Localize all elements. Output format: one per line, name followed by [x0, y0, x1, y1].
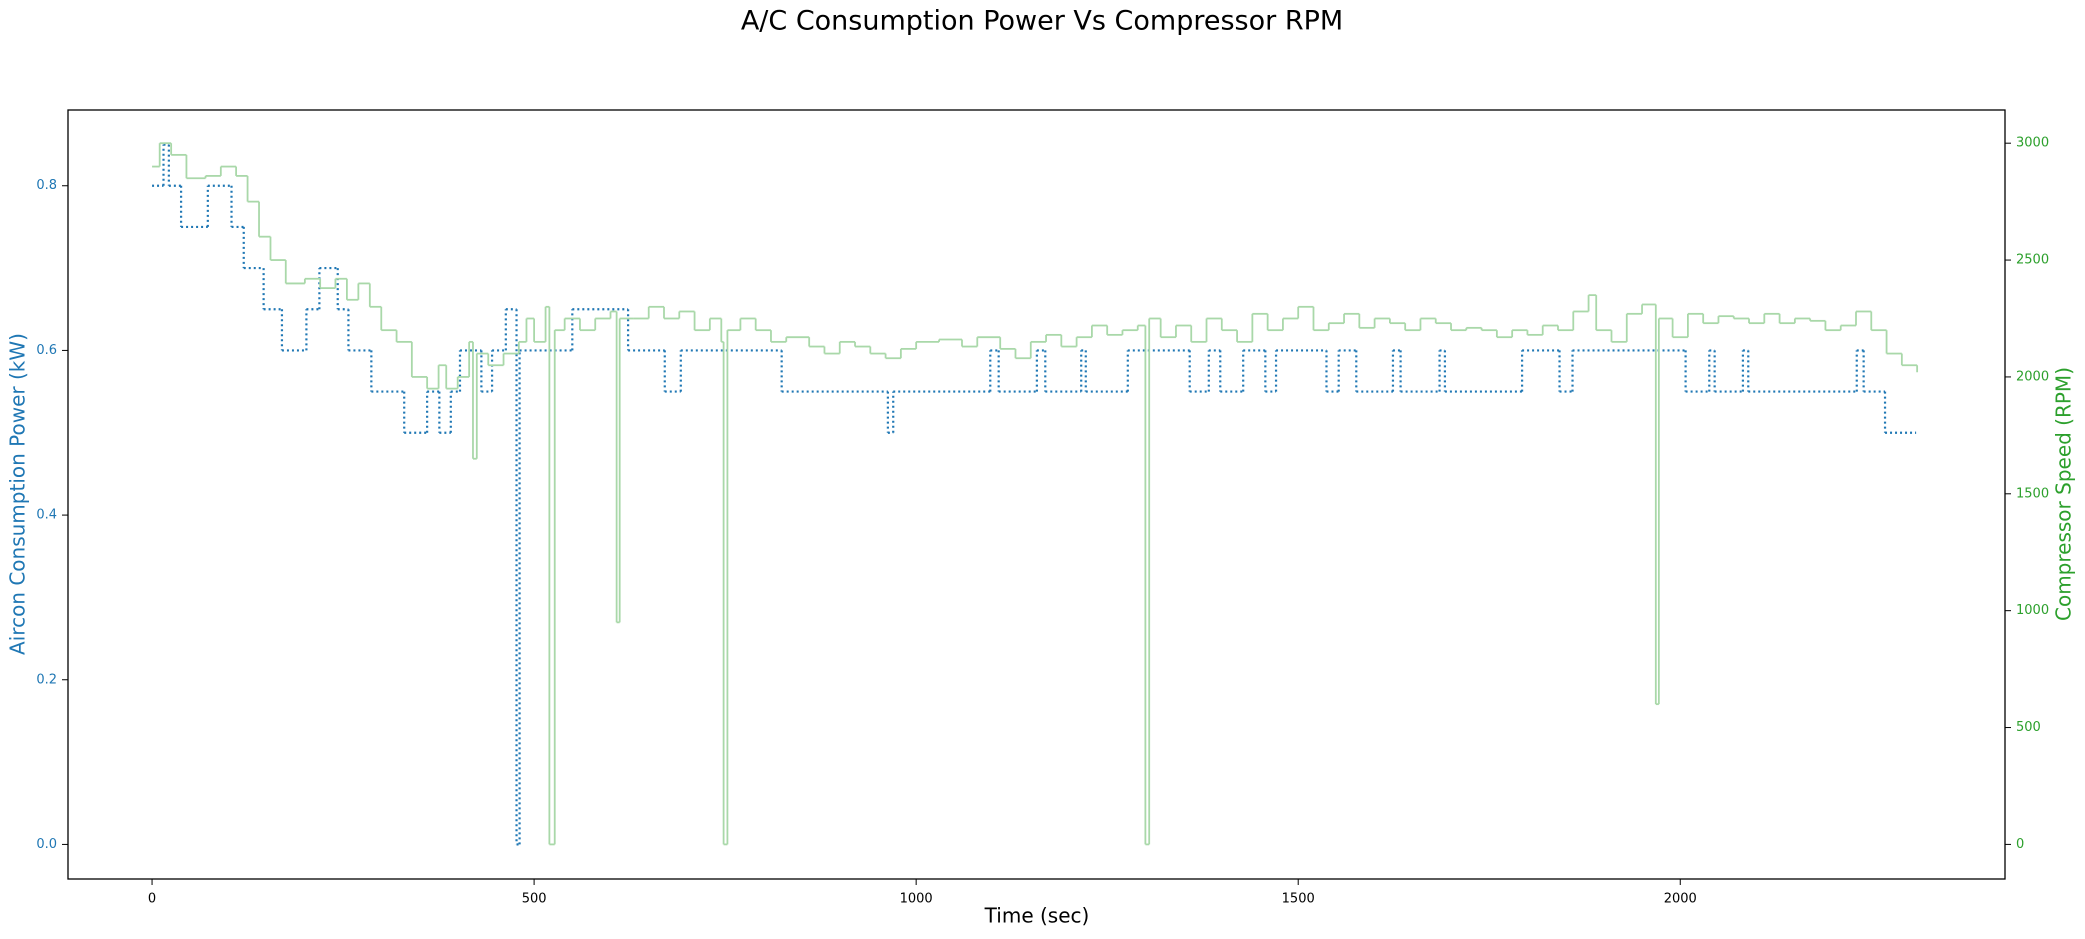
x-tick-label: 1500	[1282, 892, 1315, 907]
y2-tick-label: 500	[2016, 720, 2041, 735]
y-tick-label: 0.2	[36, 672, 57, 687]
y2-tick-label: 3000	[2016, 136, 2049, 151]
y-tick-label: 0.0	[36, 837, 57, 852]
x-axis-label: Time (sec)	[984, 904, 1090, 928]
plot-frame	[67, 109, 2006, 880]
y-tick-label: 0.6	[36, 343, 57, 358]
x-tick-label: 500	[522, 892, 547, 907]
x-tick-label: 0	[148, 892, 156, 907]
chart-title: A/C Consumption Power Vs Compressor RPM	[741, 6, 1343, 37]
y-tick-label: 0.4	[36, 508, 57, 523]
x-tick-label: 1000	[900, 892, 933, 907]
y2-tick-label: 1000	[2016, 603, 2049, 618]
y2-tick-label: 0	[2016, 837, 2024, 852]
y2-tick-label: 2500	[2016, 253, 2049, 268]
y2-axis-label: Compressor Speed (RPM)	[2052, 367, 2076, 621]
y-tick-label: 0.8	[36, 178, 57, 193]
y2-tick-label: 2000	[2016, 369, 2049, 384]
y2-tick-label: 1500	[2016, 486, 2049, 501]
y-axis-label: Aircon Consumption Power (kW)	[6, 333, 30, 655]
x-tick-label: 2000	[1664, 892, 1697, 907]
